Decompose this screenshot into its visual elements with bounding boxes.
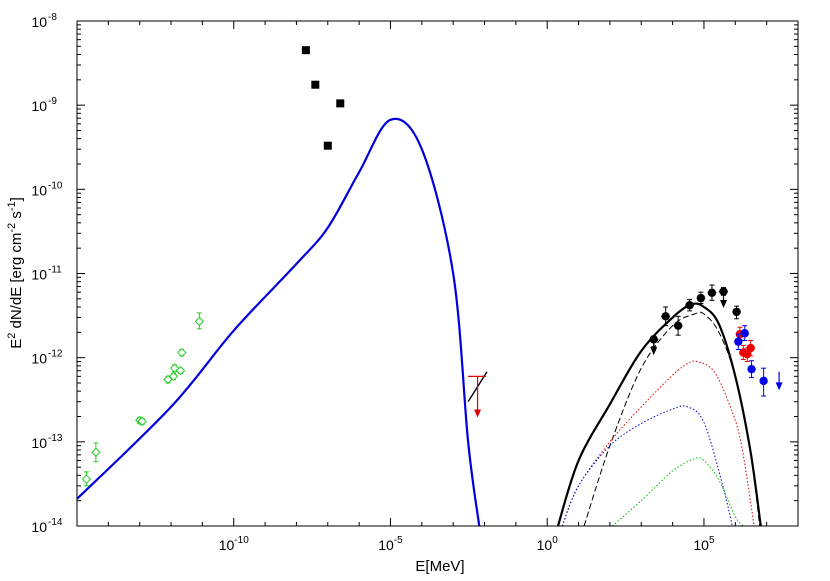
tev-blue-data-point <box>747 364 756 374</box>
y-tick-label-exponent: -8 <box>48 12 57 23</box>
y-tick-label-base: 10 <box>31 267 47 283</box>
optical-data-point <box>323 141 332 150</box>
radio-data-point <box>175 365 186 376</box>
x-tick-label-base: 10 <box>537 537 553 553</box>
data-points <box>81 46 783 487</box>
y-tick-label-exponent: -11 <box>48 265 62 276</box>
y-tick-label: 10-11 <box>31 265 62 283</box>
optical-data-point <box>301 46 310 55</box>
red-dotted-component-curve <box>561 360 755 526</box>
x-tick-label-exponent: -5 <box>394 535 403 546</box>
synchrotron-curve <box>77 117 481 526</box>
x-tick-label-base: 10 <box>378 537 394 553</box>
gev-black-data-point <box>707 288 717 297</box>
gev-black-upper-limit-arrowhead <box>719 299 727 308</box>
radio-data-point <box>194 316 205 327</box>
dashed-model-curve <box>583 311 761 526</box>
y-tick-label-base: 10 <box>31 98 47 114</box>
y-tick-label-base: 10 <box>31 519 47 535</box>
x-tick-label-exponent: 5 <box>709 535 715 546</box>
green-dotted-component-curve <box>612 457 744 526</box>
gev-black-upper-limit-arrowhead <box>650 347 658 356</box>
gev-black-data-point <box>732 307 741 317</box>
x-tick-label: 10-5 <box>378 535 403 553</box>
tev-blue-data-point <box>759 376 768 386</box>
y-tick-label-exponent: -12 <box>48 349 63 360</box>
xray-limit-upper-limit-arrowhead <box>474 409 482 418</box>
x-tick-labels: 10-10 10-5 100 105 <box>219 535 715 553</box>
blue-dotted-component-curve <box>561 405 733 526</box>
x-tick-label-base: 10 <box>219 537 235 553</box>
x-tick-label: 105 <box>693 535 715 553</box>
axis-ticks <box>76 20 799 527</box>
gev-black-data-point <box>696 293 706 303</box>
y-tick-label: 10-9 <box>31 96 57 114</box>
tev-blue-upper-limit-arrowhead <box>775 382 783 391</box>
y-tick-label-base: 10 <box>31 182 47 198</box>
optical-data-point <box>336 99 345 108</box>
radio-data-point <box>177 347 187 358</box>
y-tick-label-exponent: -9 <box>48 96 57 107</box>
y-tick-label: 10-8 <box>31 12 57 30</box>
y-tick-label-base: 10 <box>31 351 47 367</box>
x-tick-label-exponent: -10 <box>234 535 249 546</box>
tev-red-data-point <box>746 343 755 353</box>
tev-blue-data-point <box>740 329 749 338</box>
gev-black-data-point <box>719 287 728 296</box>
y-tick-label-exponent: -13 <box>48 433 63 444</box>
y-tick-label-exponent: -14 <box>48 517 63 528</box>
x-tick-label: 100 <box>537 535 559 553</box>
x-tick-label: 10-10 <box>219 535 249 553</box>
plot-frame <box>76 20 799 527</box>
x-axis-label: E[MeV] <box>415 558 464 575</box>
radio-data-point <box>91 447 101 458</box>
model-curves <box>77 117 762 526</box>
y-axis-label: E2 dN/dE [erg cm-2 s-1] <box>6 197 25 349</box>
y-tick-label: 10-12 <box>31 349 62 367</box>
radio-data-point <box>137 416 147 427</box>
optical-data-point <box>311 80 320 89</box>
y-tick-label: 10-10 <box>31 180 62 198</box>
y-tick-label: 10-13 <box>31 433 62 451</box>
x-tick-label-exponent: 0 <box>552 535 558 546</box>
gev-black-data-point <box>661 312 670 321</box>
y-tick-label-exponent: -10 <box>48 180 63 191</box>
gev-black-data-point <box>673 321 683 330</box>
total-ic-curve <box>556 302 762 526</box>
gev-black-data-point <box>685 301 694 310</box>
y-tick-label: 10-14 <box>31 517 62 535</box>
tev-blue-data-point <box>734 337 743 346</box>
y-tick-label-base: 10 <box>31 14 47 30</box>
radio-data-point <box>81 474 92 484</box>
y-tick-label-base: 10 <box>31 435 47 451</box>
x-tick-label-base: 10 <box>693 537 709 553</box>
radio-data-point <box>168 371 179 382</box>
